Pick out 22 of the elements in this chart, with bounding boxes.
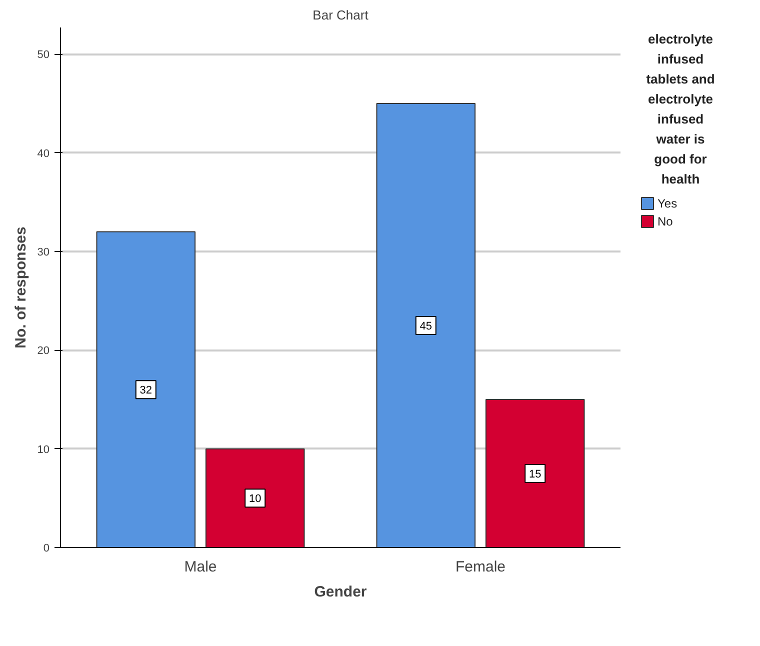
bar <box>485 398 585 548</box>
x-tick-label: Male <box>184 558 217 576</box>
bar <box>205 448 305 548</box>
y-axis-title: No. of responses <box>12 226 30 348</box>
legend-title: electrolyte infused tablets and electrolyte infused water is good for health <box>646 32 715 186</box>
data-label: 10 <box>248 493 262 506</box>
bar <box>376 102 476 548</box>
legend-label: Yes <box>658 196 678 210</box>
chart-title: Bar Chart <box>312 8 369 22</box>
y-tick-label: 40 <box>37 148 50 160</box>
y-tick-label: 20 <box>37 345 50 358</box>
y-tick-label: 50 <box>37 49 50 62</box>
bar <box>96 231 196 548</box>
data-label: 15 <box>528 468 542 480</box>
legend-label: No <box>658 214 674 228</box>
x-tick-label: Female <box>455 558 506 576</box>
data-label: 32 <box>140 384 152 397</box>
y-tick-label: 0 <box>43 542 50 554</box>
data-label: 45 <box>420 320 432 332</box>
y-tick-label: 10 <box>37 444 50 456</box>
x-axis-title: Gender <box>314 584 367 600</box>
y-tick-label: 30 <box>37 246 50 258</box>
